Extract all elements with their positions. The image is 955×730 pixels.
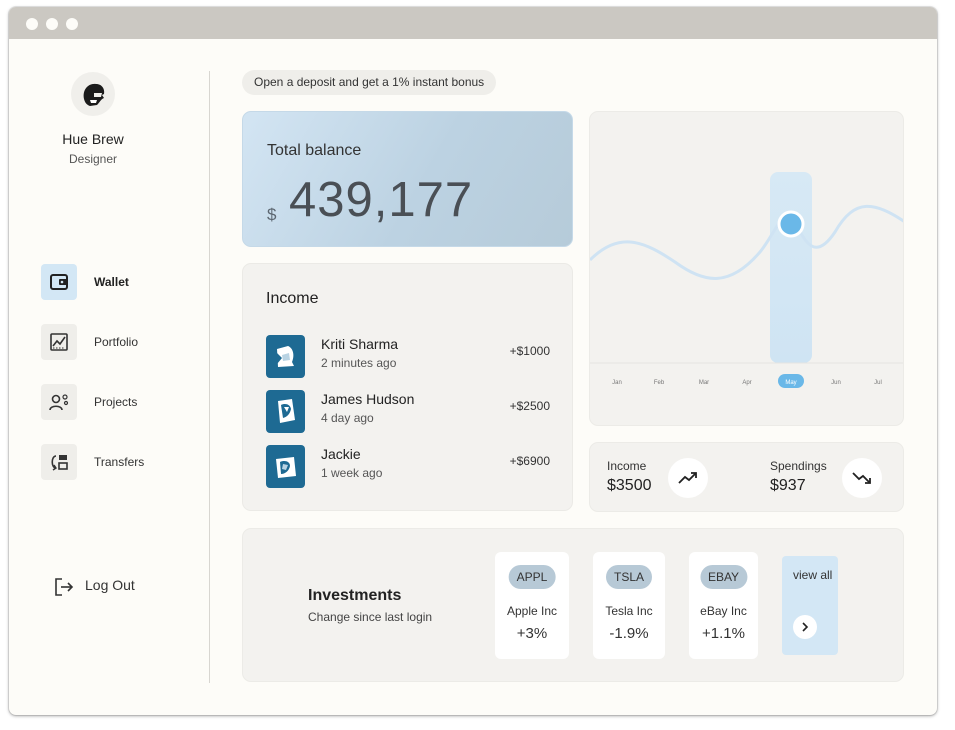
investments-card: Investments Change since last login APPL… bbox=[242, 528, 904, 682]
sidebar-item-portfolio[interactable]: Portfolio bbox=[41, 324, 191, 360]
selected-month-pill bbox=[778, 374, 804, 388]
sidebar-item-label: Projects bbox=[94, 395, 138, 409]
trend-up-icon bbox=[678, 472, 697, 484]
view-all-label: view all bbox=[793, 568, 833, 582]
transaction-name: Kriti Sharma bbox=[321, 336, 399, 352]
logout-icon bbox=[55, 578, 74, 596]
stock-card-ebay[interactable]: EBAY eBay Inc +1.1% bbox=[689, 552, 758, 659]
transaction-avatar bbox=[266, 390, 305, 433]
transaction-amount: +$1000 bbox=[509, 344, 550, 358]
stock-ticker: TSLA bbox=[605, 565, 653, 589]
transaction-row[interactable]: Jackie 1 week ago +$6900 bbox=[266, 445, 550, 489]
window-titlebar bbox=[9, 7, 937, 39]
avatar[interactable] bbox=[71, 72, 115, 116]
investments-subtitle: Change since last login bbox=[308, 610, 433, 624]
balance-chart-svg: Jan Feb Mar Apr May Jun Jul bbox=[590, 172, 903, 388]
month-label: Jul bbox=[874, 380, 882, 386]
income-card: Income Kriti Sharma 2 minutes ago +$1000… bbox=[242, 263, 573, 511]
month-label: Feb bbox=[654, 380, 665, 386]
stock-card-tsla[interactable]: TSLA Tesla Inc -1.9% bbox=[593, 552, 665, 659]
sidebar-divider bbox=[209, 71, 210, 683]
window-minimize-dot[interactable] bbox=[46, 18, 58, 30]
transaction-amount: +$6900 bbox=[509, 454, 550, 468]
stock-change: +1.1% bbox=[702, 625, 745, 642]
month-label: Mar bbox=[699, 380, 709, 386]
stock-company: eBay Inc bbox=[700, 604, 747, 618]
stock-ticker: EBAY bbox=[699, 565, 748, 589]
month-label: Jan bbox=[612, 380, 622, 386]
stock-company: Apple Inc bbox=[506, 604, 558, 618]
trend-up-button[interactable] bbox=[668, 458, 708, 498]
transaction-time: 1 week ago bbox=[321, 466, 383, 480]
income-title: Income bbox=[266, 290, 319, 307]
stock-company: Tesla Inc bbox=[605, 604, 653, 618]
transaction-amount: +$2500 bbox=[509, 399, 550, 413]
income-summary-value: $3500 bbox=[607, 477, 652, 494]
income-summary-label: Income bbox=[607, 459, 647, 473]
wallet-icon bbox=[41, 264, 77, 300]
month-label: Jun bbox=[831, 380, 841, 386]
stock-ticker: APPL bbox=[508, 565, 556, 589]
stock-change: +3% bbox=[516, 625, 548, 642]
avatar-image bbox=[83, 83, 105, 106]
selected-month-highlight bbox=[770, 172, 812, 363]
logout-label: Log Out bbox=[85, 577, 135, 593]
sidebar-item-transfers[interactable]: Transfers bbox=[41, 444, 191, 480]
promo-banner[interactable]: Open a deposit and get a 1% instant bonu… bbox=[242, 70, 497, 95]
spendings-summary-label: Spendings bbox=[770, 459, 827, 473]
transaction-row[interactable]: James Hudson 4 day ago +$2500 bbox=[266, 390, 550, 434]
sidebar-item-wallet[interactable]: Wallet bbox=[41, 264, 191, 300]
trend-down-icon bbox=[852, 472, 871, 484]
chevron-right-icon[interactable] bbox=[793, 615, 817, 639]
trend-down-button[interactable] bbox=[842, 458, 882, 498]
month-label-selected: May bbox=[785, 380, 796, 386]
summary-card: Income $3500 Spendings $937 bbox=[589, 442, 904, 512]
team-icon bbox=[41, 384, 77, 420]
window-maximize-dot[interactable] bbox=[66, 18, 78, 30]
transaction-avatar bbox=[266, 445, 305, 488]
view-all-button[interactable]: view all bbox=[782, 556, 838, 655]
balance-chart[interactable]: Jan Feb Mar Apr May Jun Jul bbox=[589, 111, 904, 426]
balance-line bbox=[590, 204, 903, 280]
balance-currency: $ bbox=[267, 205, 277, 224]
transaction-avatar bbox=[266, 335, 305, 378]
sidebar-item-label: Portfolio bbox=[94, 335, 139, 349]
transfer-icon bbox=[41, 444, 77, 480]
balance-card: Total balance $ 439,177 bbox=[242, 111, 573, 247]
transaction-name: Jackie bbox=[321, 446, 361, 462]
profile-name: Hue Brew bbox=[62, 131, 124, 147]
sidebar-item-label: Transfers bbox=[94, 455, 145, 469]
transaction-time: 2 minutes ago bbox=[321, 356, 397, 370]
balance-title: Total balance bbox=[267, 142, 362, 159]
month-label: Apr bbox=[742, 380, 751, 386]
window-close-dot[interactable] bbox=[26, 18, 38, 30]
profile-role: Designer bbox=[68, 152, 118, 166]
sidebar-item-projects[interactable]: Projects bbox=[41, 384, 191, 420]
balance-amount: 439,177 bbox=[289, 173, 474, 227]
stock-change: -1.9% bbox=[609, 625, 649, 642]
transaction-time: 4 day ago bbox=[321, 411, 374, 425]
transaction-row[interactable]: Kriti Sharma 2 minutes ago +$1000 bbox=[266, 335, 550, 379]
selected-point bbox=[777, 210, 805, 238]
chart-icon bbox=[41, 324, 77, 360]
stock-card-appl[interactable]: APPL Apple Inc +3% bbox=[495, 552, 569, 659]
sidebar-item-label: Wallet bbox=[94, 275, 129, 289]
investments-title: Investments bbox=[308, 587, 402, 604]
logout-button[interactable]: Log Out bbox=[53, 574, 163, 600]
app-window: Hue Brew Designer Wallet Portfolio Proje… bbox=[9, 7, 937, 715]
spendings-summary-value: $937 bbox=[770, 477, 806, 494]
transaction-name: James Hudson bbox=[321, 391, 415, 407]
